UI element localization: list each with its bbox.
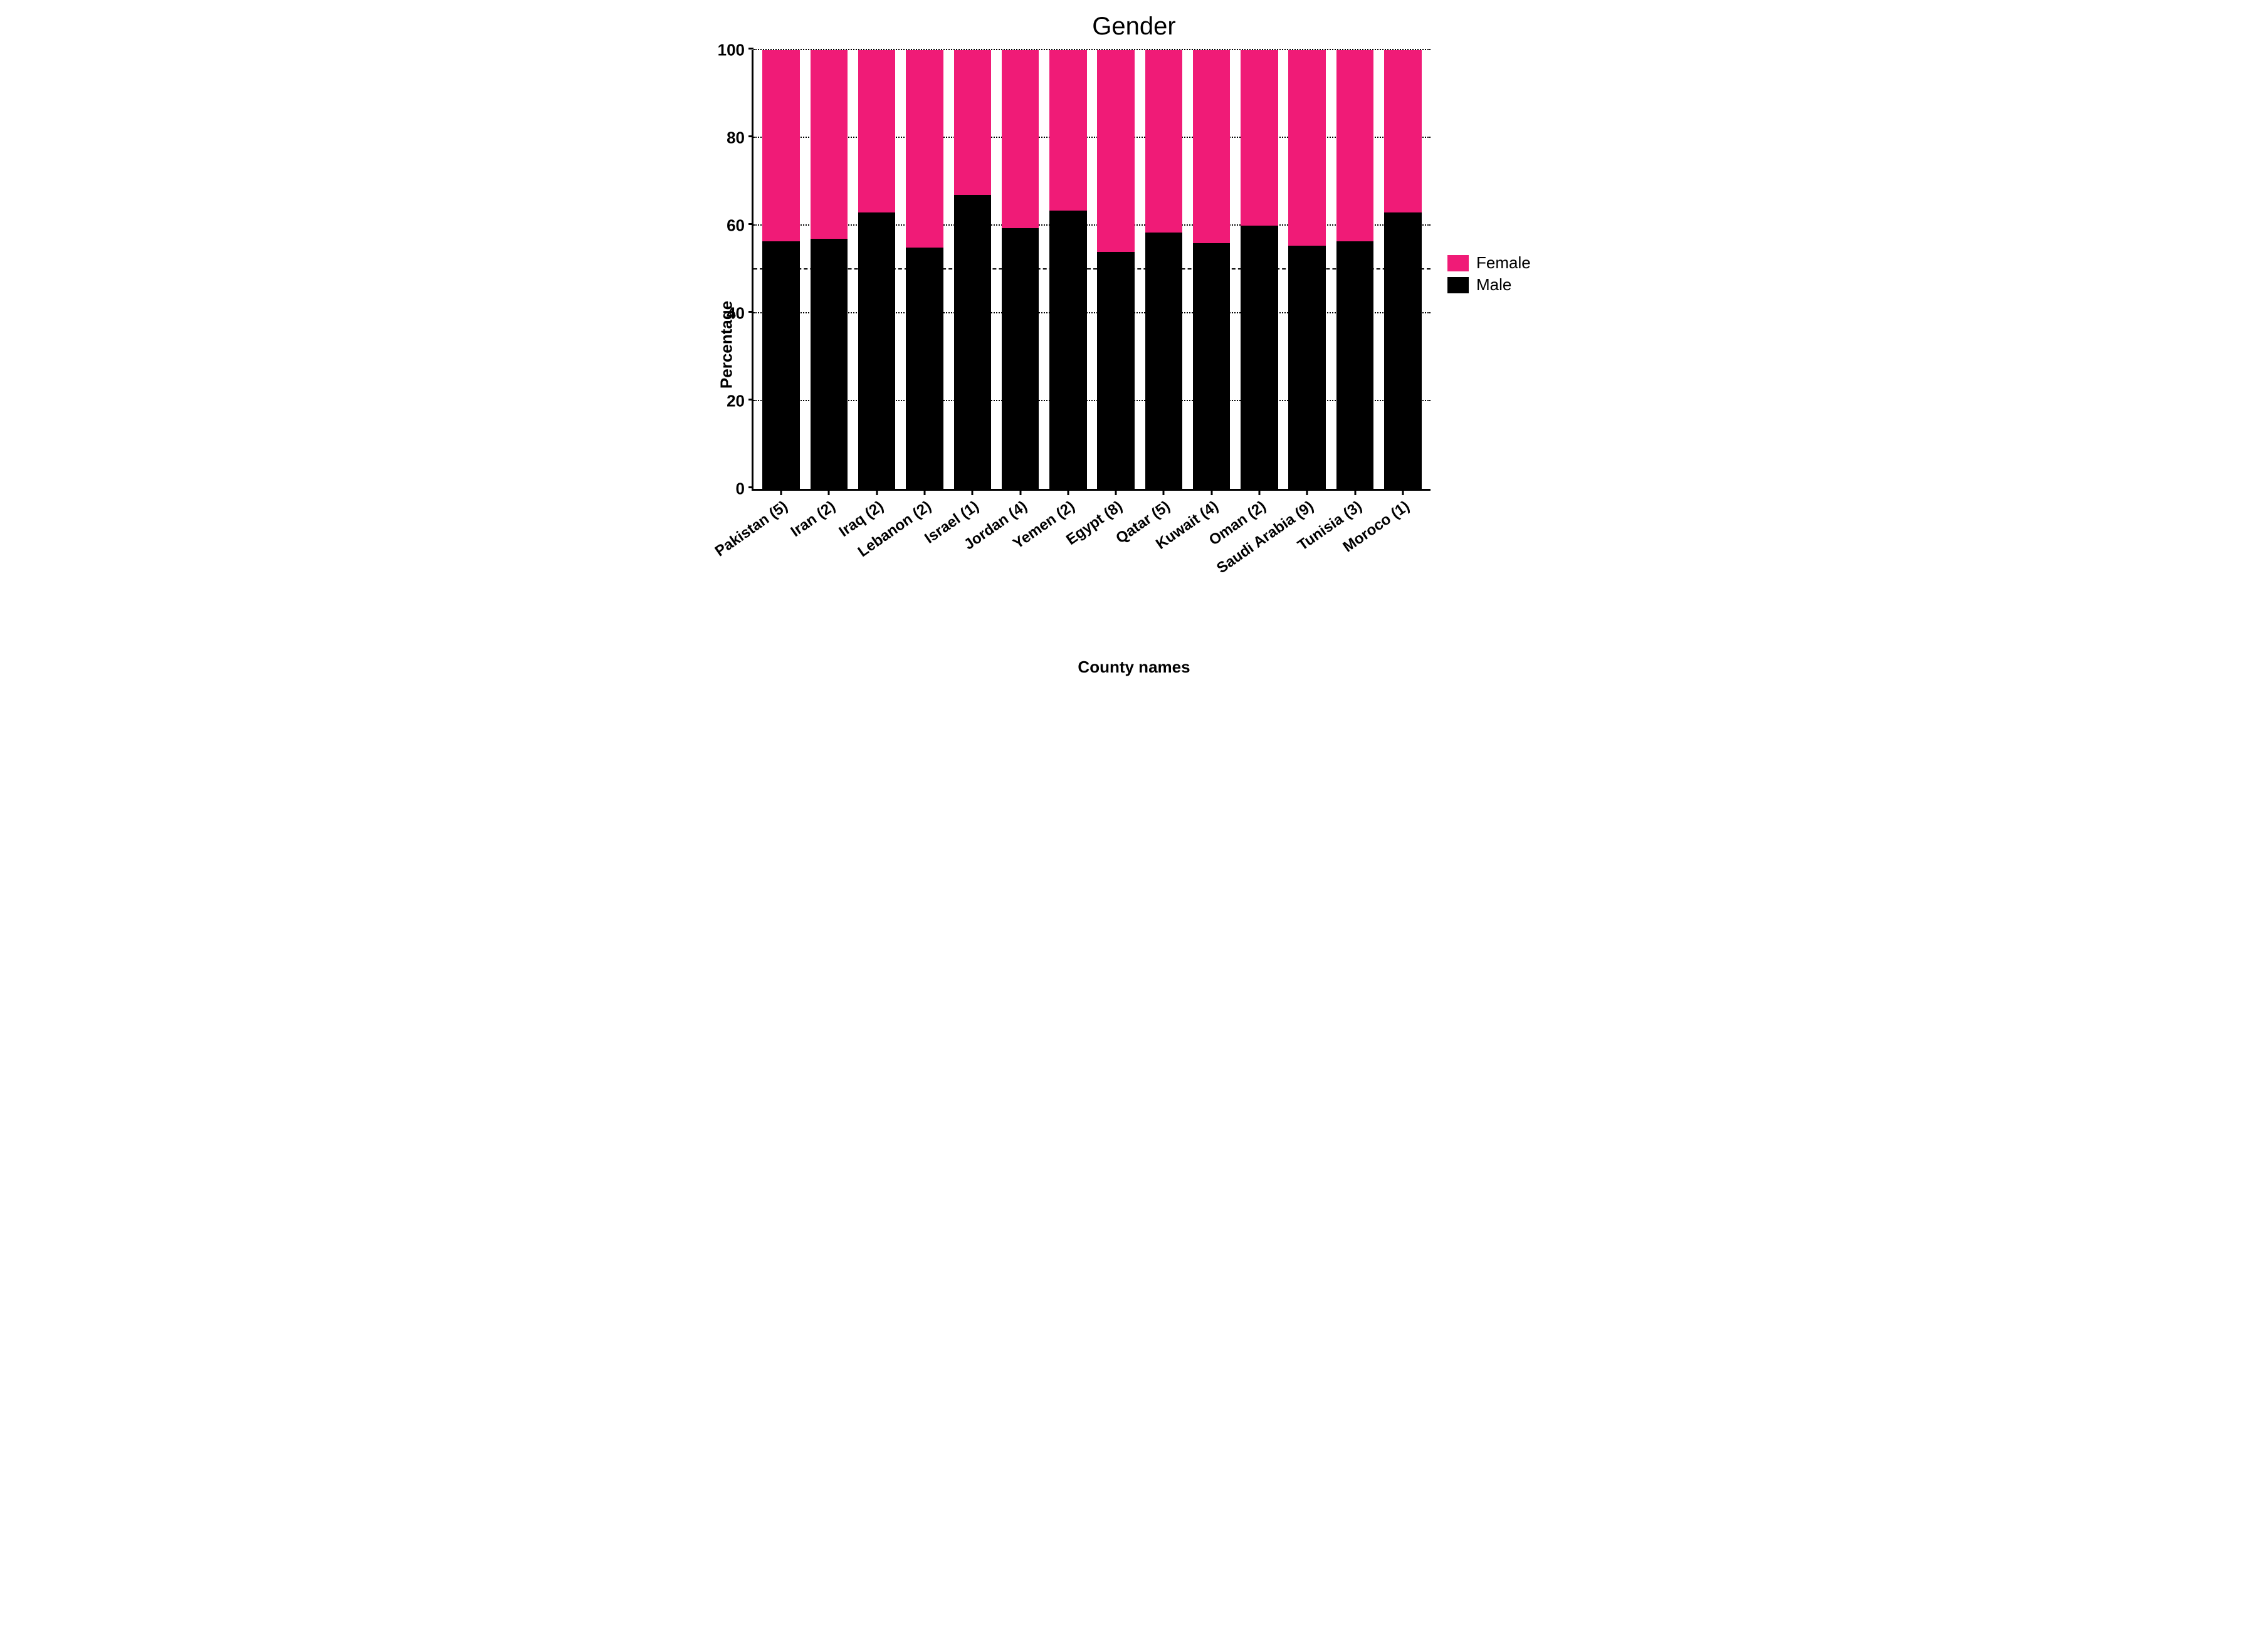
bar-segment-female <box>762 50 799 241</box>
legend-item-male: Male <box>1447 275 1531 295</box>
x-tick-label: Iran (2) <box>788 498 839 541</box>
bar <box>1336 50 1373 489</box>
bar <box>1241 50 1278 489</box>
bar <box>762 50 799 489</box>
x-tick-mark <box>1402 489 1404 495</box>
x-tick-mark <box>780 489 782 495</box>
y-tick-label: 40 <box>727 304 745 323</box>
bar <box>1049 50 1086 489</box>
y-tick-label: 80 <box>727 128 745 148</box>
y-tick-label: 0 <box>736 479 745 499</box>
legend-swatch <box>1447 277 1469 293</box>
x-tick-mark <box>923 489 925 495</box>
bar-segment-female <box>1241 50 1278 226</box>
y-tick-mark <box>748 135 753 137</box>
bar-slot: Oman (2) <box>1236 50 1283 489</box>
x-tick-label: Pakistan (5) <box>712 498 791 560</box>
bar <box>1145 50 1182 489</box>
bar-segment-female <box>954 50 991 195</box>
y-tick-mark <box>748 311 753 313</box>
x-tick-mark <box>1210 489 1212 495</box>
bar-segment-female <box>811 50 848 239</box>
bar-segment-female <box>1049 50 1086 211</box>
bar-slot: Pakistan (5) <box>757 50 805 489</box>
y-tick-mark <box>748 399 753 401</box>
bar-segment-male <box>1241 226 1278 489</box>
y-tick-label: 60 <box>727 216 745 236</box>
y-tick-mark <box>748 486 753 488</box>
bars-container: Pakistan (5)Iran (2)Iraq (2)Lebanon (2)I… <box>753 50 1431 489</box>
legend-item-female: Female <box>1447 253 1531 273</box>
bar-segment-male <box>1288 246 1325 490</box>
bar-slot: Iraq (2) <box>853 50 901 489</box>
legend-label: Female <box>1476 253 1531 273</box>
bar-slot: Saudi Arabia (9) <box>1283 50 1331 489</box>
bar-slot: Israel (1) <box>948 50 996 489</box>
x-tick-mark <box>1115 489 1117 495</box>
x-tick-mark <box>1258 489 1260 495</box>
bar-slot: Yemen (2) <box>1044 50 1092 489</box>
bar-segment-male <box>858 212 895 489</box>
bar-segment-female <box>906 50 943 248</box>
bar-slot: Kuwait (4) <box>1188 50 1236 489</box>
bar-slot: Iran (2) <box>805 50 853 489</box>
bar-segment-female <box>1002 50 1039 228</box>
y-tick-label: 20 <box>727 392 745 411</box>
gender-stacked-bar-chart: Gender Percentage Pakistan (5)Iran (2)Ir… <box>676 13 1592 677</box>
bar <box>1384 50 1421 489</box>
bar <box>1002 50 1039 489</box>
x-tick-mark <box>828 489 830 495</box>
x-tick-mark <box>1163 489 1165 495</box>
bar <box>1288 50 1325 489</box>
bar-slot: Moroco (1) <box>1379 50 1427 489</box>
bar <box>1193 50 1230 489</box>
bar <box>954 50 991 489</box>
x-tick-mark <box>876 489 878 495</box>
bar <box>1097 50 1134 489</box>
bar-segment-male <box>811 239 848 489</box>
x-tick-mark <box>1067 489 1069 495</box>
bar <box>906 50 943 489</box>
bar-segment-female <box>1193 50 1230 243</box>
bar-segment-male <box>762 241 799 490</box>
bar <box>858 50 895 489</box>
plot-area: Pakistan (5)Iran (2)Iraq (2)Lebanon (2)I… <box>752 50 1431 491</box>
bar-segment-male <box>1336 241 1373 490</box>
bar-segment-male <box>1002 228 1039 490</box>
bar-segment-female <box>1288 50 1325 246</box>
bar-segment-male <box>1049 211 1086 490</box>
x-tick-mark <box>1354 489 1356 495</box>
x-axis-label: County names <box>676 657 1592 677</box>
bar-segment-male <box>1145 233 1182 490</box>
bar-segment-female <box>1336 50 1373 241</box>
bar-slot: Egypt (8) <box>1092 50 1140 489</box>
legend-label: Male <box>1476 275 1511 295</box>
y-tick-mark <box>748 223 753 225</box>
bar <box>811 50 848 489</box>
bar-segment-female <box>1097 50 1134 252</box>
bar-segment-male <box>1193 243 1230 489</box>
bar-segment-male <box>1384 212 1421 489</box>
bar-slot: Jordan (4) <box>996 50 1044 489</box>
bar-segment-female <box>858 50 895 212</box>
bar-segment-female <box>1145 50 1182 233</box>
x-tick-mark <box>1019 489 1021 495</box>
y-tick-label: 100 <box>718 41 745 60</box>
x-tick-mark <box>972 489 974 495</box>
chart-title: Gender <box>676 13 1592 41</box>
bar-slot: Tunisia (3) <box>1331 50 1378 489</box>
legend: FemaleMale <box>1447 251 1531 297</box>
y-tick-mark <box>748 48 753 50</box>
bar-segment-male <box>954 195 991 489</box>
bar-slot: Qatar (5) <box>1140 50 1187 489</box>
bar-segment-female <box>1384 50 1421 212</box>
bar-slot: Lebanon (2) <box>901 50 948 489</box>
legend-swatch <box>1447 255 1469 271</box>
x-tick-mark <box>1306 489 1308 495</box>
bar-segment-male <box>1097 252 1134 489</box>
bar-segment-male <box>906 248 943 489</box>
